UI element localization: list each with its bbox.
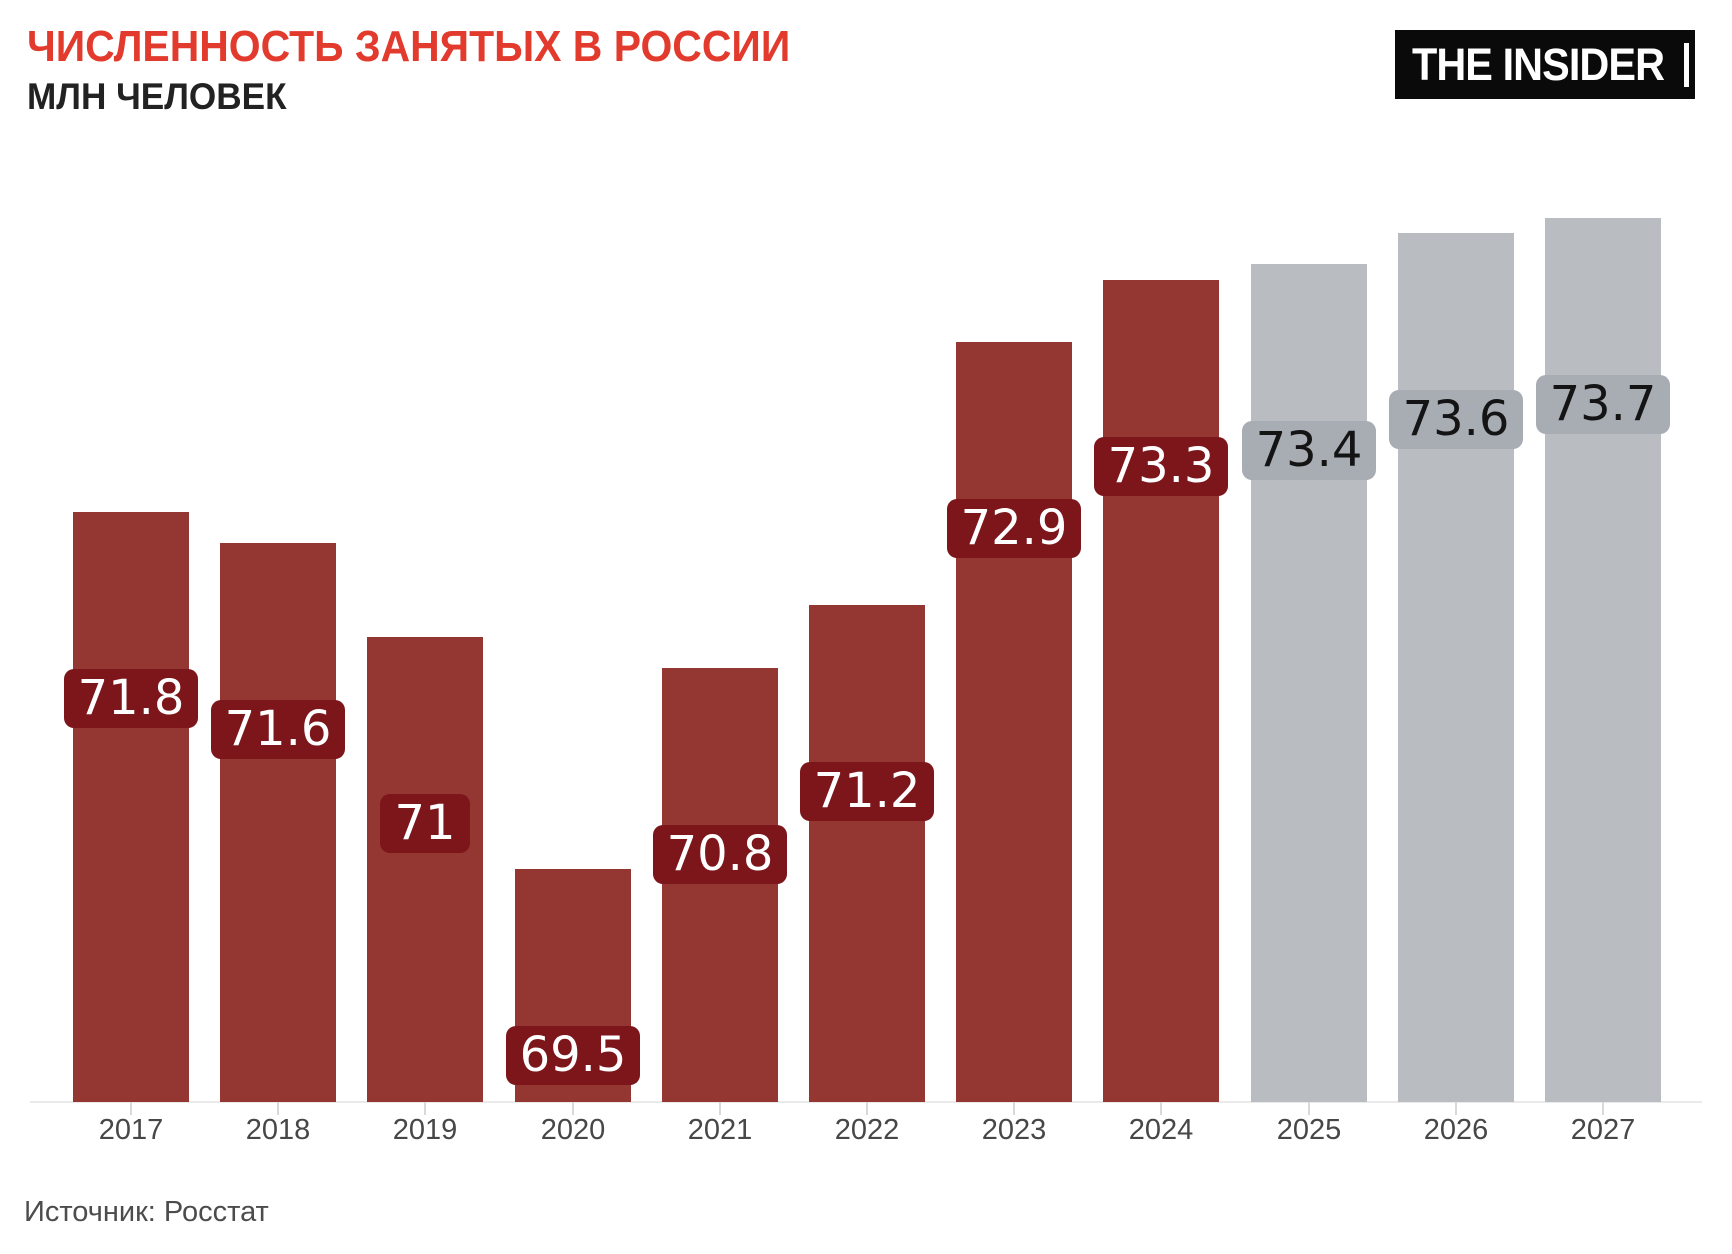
bar-label-wrap-2024: 73.3 [1073, 437, 1249, 496]
bar-label-wrap-2027: 73.7 [1515, 375, 1691, 434]
bar-2018 [220, 543, 336, 1102]
bar-value-label-2023: 72.9 [946, 499, 1082, 558]
x-axis-tick-2025 [1308, 1102, 1310, 1115]
x-axis-label-2025: 2025 [1276, 1114, 1342, 1146]
x-axis-tick-2023 [1013, 1102, 1015, 1115]
bar-label-wrap-2026: 73.6 [1368, 390, 1544, 449]
bar-2022 [809, 605, 925, 1102]
x-axis-tick-2019 [424, 1102, 426, 1115]
bar-value-label-2024: 73.3 [1093, 437, 1229, 496]
bar-label-wrap-2021: 70.8 [632, 825, 808, 884]
x-axis-label-2017: 2017 [98, 1114, 164, 1146]
source-note: Источник: Росстат [24, 1196, 269, 1228]
bar-value-label-2025: 73.4 [1241, 421, 1377, 480]
bar-label-wrap-2022: 71.2 [779, 762, 955, 821]
bar-2019 [367, 637, 483, 1102]
bar-2023 [956, 342, 1072, 1102]
x-axis-label-2019: 2019 [392, 1114, 458, 1146]
x-axis-tick-2018 [277, 1102, 279, 1115]
x-axis-tick-2024 [1160, 1102, 1162, 1115]
chart-title: ЧИСЛЕННОСТЬ ЗАНЯТЫХ В РОССИИ [27, 22, 791, 71]
the-insider-logo-text: THE INSIDER [1411, 38, 1665, 90]
bar-value-label-2018: 71.6 [210, 700, 346, 759]
x-axis-label-2027: 2027 [1570, 1114, 1636, 1146]
bar-value-label-2019: 71 [380, 794, 470, 853]
x-axis-label-2023: 2023 [981, 1114, 1047, 1146]
bar-2026 [1398, 233, 1514, 1102]
bar-2024 [1103, 280, 1219, 1102]
bar-label-wrap-2020: 69.5 [485, 1026, 661, 1085]
bar-2027 [1545, 218, 1661, 1102]
bar-value-label-2021: 70.8 [652, 825, 788, 884]
x-axis-tick-2021 [719, 1102, 721, 1115]
x-axis-label-2024: 2024 [1128, 1114, 1194, 1146]
x-axis-tick-2020 [572, 1102, 574, 1115]
chart-subtitle: МЛН ЧЕЛОВЕК [27, 76, 287, 117]
bar-label-wrap-2019: 71 [337, 794, 513, 853]
the-insider-logo: THE INSIDER [1395, 30, 1695, 99]
bar-2017 [73, 512, 189, 1102]
bar-value-label-2027: 73.7 [1535, 375, 1671, 434]
x-axis-label-2022: 2022 [834, 1114, 900, 1146]
bar-value-label-2022: 71.2 [799, 762, 935, 821]
bar-label-wrap-2017: 71.8 [43, 669, 219, 728]
bar-label-wrap-2023: 72.9 [926, 499, 1102, 558]
x-axis-tick-2026 [1455, 1102, 1457, 1115]
x-axis-tick-2027 [1602, 1102, 1604, 1115]
bar-2025 [1251, 264, 1367, 1102]
x-axis-tick-2022 [866, 1102, 868, 1115]
bar-label-wrap-2025: 73.4 [1221, 421, 1397, 480]
bar-value-label-2026: 73.6 [1388, 390, 1524, 449]
x-axis-label-2018: 2018 [245, 1114, 311, 1146]
x-axis-tick-2017 [130, 1102, 132, 1115]
bar-2021 [662, 668, 778, 1102]
x-axis-label-2021: 2021 [687, 1114, 753, 1146]
bar-value-label-2020: 69.5 [505, 1026, 641, 1085]
bar-value-label-2017: 71.8 [63, 669, 199, 728]
bar-label-wrap-2018: 71.6 [190, 700, 366, 759]
x-axis-label-2026: 2026 [1423, 1114, 1489, 1146]
logo-cursor-bar [1684, 42, 1690, 87]
x-axis-label-2020: 2020 [540, 1114, 606, 1146]
